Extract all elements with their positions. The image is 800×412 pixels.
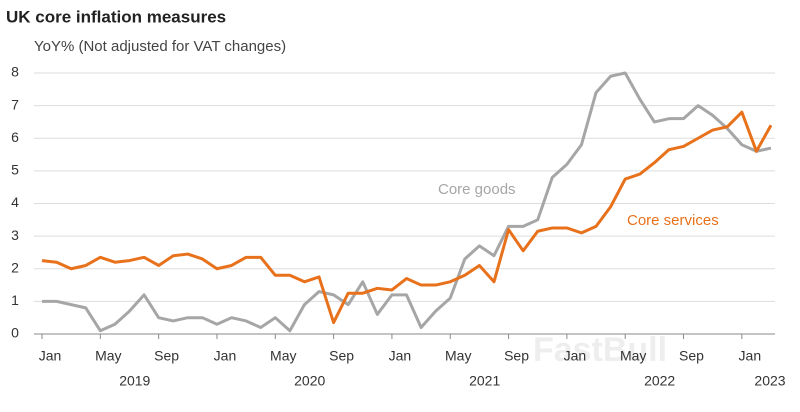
x-tick-label: Jan: [214, 348, 237, 364]
x-tick-label: Jan: [39, 348, 62, 364]
x-tick-label: May: [270, 348, 296, 364]
x-tick-label: Jan: [564, 348, 587, 364]
x-tick-label: May: [95, 348, 121, 364]
y-tick-label: 5: [11, 162, 19, 178]
y-tick-label: 4: [11, 194, 19, 210]
y-tick-label: 7: [11, 96, 19, 112]
series-line: [42, 71, 772, 333]
x-tick-label: May: [620, 348, 646, 364]
chart-title: UK core inflation measures: [6, 7, 226, 26]
x-tick-label: Sep: [679, 348, 704, 364]
chart-subtitle: YoY% (Not adjusted for VAT changes): [34, 38, 286, 55]
x-tick-label: Sep: [154, 348, 179, 364]
year-label: 2020: [294, 373, 325, 389]
watermark: FastBull: [533, 331, 667, 369]
y-tick-label: 1: [11, 292, 19, 308]
x-tick-label: Sep: [504, 348, 529, 364]
series-line: [41, 110, 773, 325]
x-tick-label: May: [445, 348, 471, 364]
x-tick-label: Sep: [329, 348, 354, 364]
y-tick-label: 3: [11, 227, 19, 243]
year-label: 2021: [469, 373, 500, 389]
year-label: 2019: [119, 373, 150, 389]
y-tick-label: 2: [11, 259, 19, 275]
y-tick-label: 6: [11, 129, 19, 145]
x-tick-label: Jan: [739, 348, 762, 364]
y-tick-label: 0: [11, 325, 19, 341]
y-tick-label: 8: [11, 64, 19, 80]
series-label: Core services: [627, 212, 719, 229]
x-tick-label: Jan: [389, 348, 412, 364]
year-label: 2023: [754, 373, 785, 389]
series-label: Core goods: [438, 181, 516, 198]
year-label: 2022: [644, 373, 675, 389]
